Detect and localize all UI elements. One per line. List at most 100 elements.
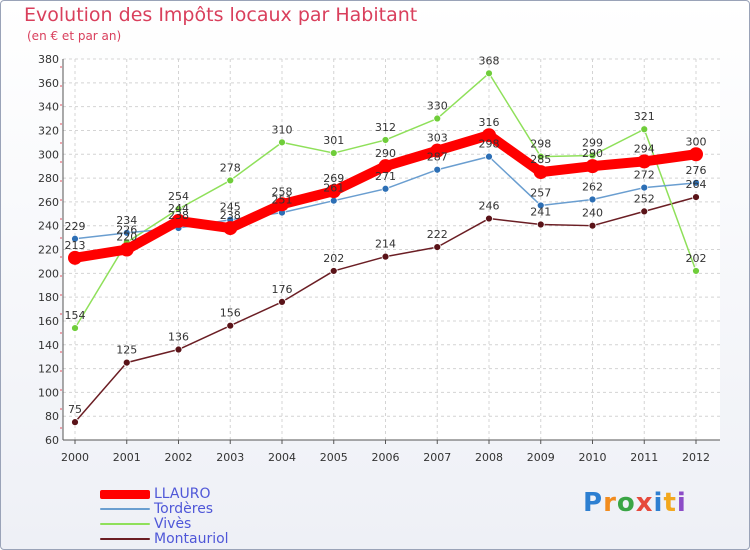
data-point-vives bbox=[174, 205, 183, 213]
data-point-montauriol bbox=[122, 358, 131, 367]
data-label-montauriol: 75 bbox=[68, 403, 82, 416]
data-label-montauriol: 246 bbox=[479, 200, 500, 213]
data-label-llauro: 290 bbox=[582, 147, 603, 160]
data-label-montauriol: 176 bbox=[272, 283, 293, 296]
data-label-llauro: 269 bbox=[323, 172, 344, 185]
y-tick-label: 100 bbox=[38, 386, 59, 399]
data-label-llauro: 290 bbox=[375, 147, 396, 160]
data-label-vives: 301 bbox=[323, 134, 344, 147]
data-point-llauro bbox=[223, 221, 238, 236]
data-point-vives bbox=[692, 267, 700, 275]
data-point-llauro bbox=[689, 147, 703, 162]
data-point-montauriol bbox=[485, 214, 493, 223]
data-label-llauro: 300 bbox=[686, 135, 707, 148]
data-label-llauro: 238 bbox=[220, 209, 241, 222]
legend-swatch-vives bbox=[100, 523, 150, 525]
data-point-torderes bbox=[381, 184, 390, 193]
data-label-torderes: 271 bbox=[375, 170, 396, 183]
data-point-montauriol bbox=[174, 345, 183, 354]
data-point-llauro bbox=[326, 184, 341, 199]
data-label-montauriol: 241 bbox=[530, 205, 551, 218]
data-label-montauriol: 202 bbox=[323, 252, 344, 265]
series-torderes bbox=[71, 152, 700, 243]
y-tick-label: 240 bbox=[38, 220, 59, 233]
x-tick-label: 2012 bbox=[682, 451, 710, 464]
data-label-vives: 321 bbox=[634, 110, 655, 123]
data-point-torderes bbox=[588, 195, 597, 204]
data-label-montauriol: 222 bbox=[427, 228, 448, 241]
data-label-vives: 310 bbox=[272, 123, 293, 136]
data-label-torderes: 245 bbox=[220, 201, 241, 214]
legend-swatch-llauro bbox=[100, 489, 150, 499]
data-label-llauro: 316 bbox=[479, 116, 500, 129]
data-point-torderes bbox=[71, 234, 79, 243]
data-label-llauro: 213 bbox=[65, 239, 86, 252]
data-point-llauro bbox=[119, 242, 134, 257]
data-point-vives bbox=[329, 149, 338, 157]
y-tick-label: 180 bbox=[38, 291, 59, 304]
axes: 60 80 100 120 140 160 180 200 220 240 260 280 300 320… bbox=[38, 53, 720, 464]
data-label-montauriol: 125 bbox=[116, 344, 137, 357]
data-point-vives bbox=[433, 114, 442, 123]
x-tick-label: 2001 bbox=[113, 451, 141, 464]
y-tick-label: 360 bbox=[38, 77, 59, 90]
y-tick-label: 260 bbox=[38, 196, 59, 209]
data-point-llauro bbox=[482, 128, 496, 143]
x-tick-label: 2010 bbox=[579, 451, 607, 464]
y-tick-label: 60 bbox=[45, 434, 59, 447]
data-label-vives: 330 bbox=[427, 100, 448, 113]
data-point-vives bbox=[71, 324, 79, 332]
data-point-torderes bbox=[433, 165, 442, 174]
data-point-montauriol bbox=[329, 267, 338, 275]
data-label-llauro: 220 bbox=[116, 231, 137, 244]
data-point-llauro bbox=[533, 165, 548, 180]
data-point-montauriol bbox=[536, 220, 545, 229]
logo-letter: i bbox=[676, 488, 687, 518]
data-point-montauriol bbox=[226, 321, 235, 330]
y-tick-label: 160 bbox=[38, 315, 59, 328]
data-label-montauriol: 264 bbox=[686, 178, 707, 191]
x-tick-label: 2003 bbox=[216, 451, 244, 464]
data-label-montauriol: 240 bbox=[582, 207, 603, 220]
series-vives bbox=[71, 69, 700, 332]
data-label-torderes: 238 bbox=[168, 209, 189, 222]
data-point-torderes bbox=[485, 152, 493, 161]
data-label-montauriol: 136 bbox=[168, 331, 189, 344]
data-point-llauro bbox=[68, 250, 82, 265]
data-label-llauro: 294 bbox=[634, 142, 655, 155]
y-tick-label: 140 bbox=[38, 339, 59, 352]
data-point-llauro bbox=[585, 159, 600, 174]
data-point-montauriol bbox=[433, 243, 442, 252]
logo-letter: i bbox=[653, 488, 664, 518]
y-tick-label: 320 bbox=[38, 124, 59, 137]
proxiti-logo: Proxiti bbox=[583, 488, 687, 518]
series-layer bbox=[68, 69, 703, 427]
data-label-vives: 226 bbox=[116, 223, 137, 236]
x-tick-label: 2000 bbox=[61, 451, 89, 464]
y-tick-label: 120 bbox=[38, 363, 59, 376]
data-label-torderes: 262 bbox=[582, 180, 603, 193]
data-label-torderes: 251 bbox=[272, 194, 293, 207]
data-label-torderes: 229 bbox=[65, 220, 86, 233]
logo-letter: P bbox=[583, 488, 604, 518]
data-point-vives bbox=[640, 125, 649, 134]
data-point-vives bbox=[485, 69, 493, 78]
data-label-vives: 202 bbox=[686, 252, 707, 265]
x-tick-label: 2004 bbox=[268, 451, 296, 464]
legend-swatch-montauriol bbox=[100, 538, 150, 540]
y-tick-label: 220 bbox=[38, 244, 59, 257]
data-label-llauro: 244 bbox=[168, 202, 189, 215]
data-label-vives: 368 bbox=[479, 54, 500, 67]
y-tick-label: 340 bbox=[38, 101, 59, 114]
series-montauriol bbox=[71, 193, 700, 427]
logo-letter: r bbox=[603, 488, 617, 518]
x-tick-label: 2006 bbox=[372, 451, 400, 464]
logo-letter: o bbox=[616, 488, 636, 518]
data-point-vives bbox=[588, 151, 597, 160]
y-tick-label: 280 bbox=[38, 172, 59, 185]
data-point-montauriol bbox=[278, 297, 286, 306]
x-tick-label: 2002 bbox=[165, 451, 193, 464]
data-label-montauriol: 214 bbox=[375, 238, 396, 251]
data-point-vives bbox=[278, 138, 286, 147]
